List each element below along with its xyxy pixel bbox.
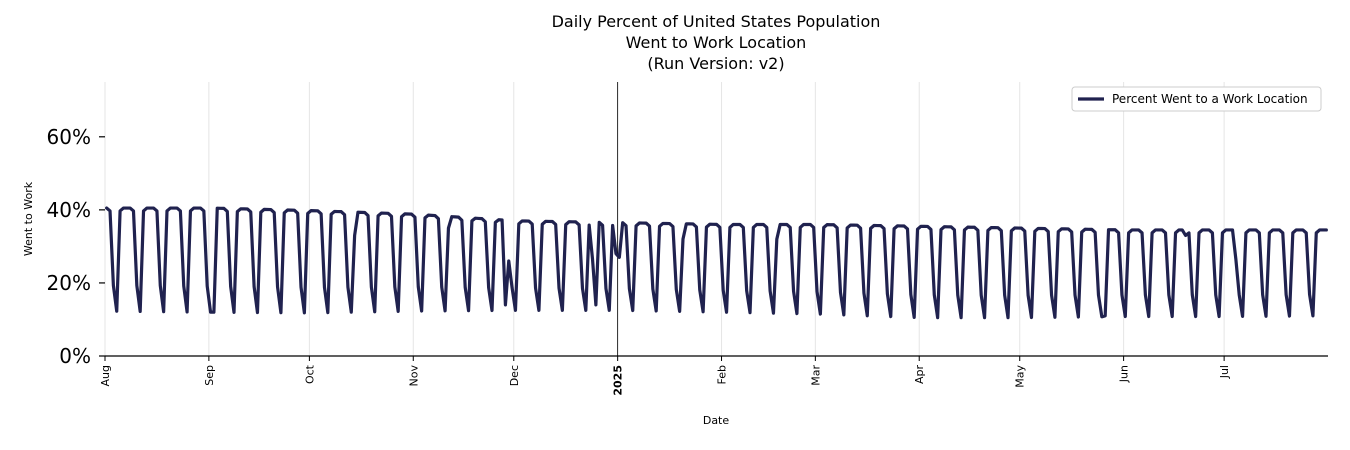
x-tick-label: Feb (716, 365, 729, 384)
x-tick-label: Sep (203, 365, 216, 386)
x-tick-label: May (1014, 365, 1027, 388)
legend-label: Percent Went to a Work Location (1112, 92, 1308, 106)
title-line-3: (Run Version: v2) (647, 54, 784, 73)
y-tick-label: 0% (59, 344, 91, 368)
legend-box (1071, 86, 1322, 112)
y-tick-label: 20% (47, 271, 91, 295)
x-tick-label: Jul (1218, 365, 1231, 379)
x-axis-label: Date (703, 414, 730, 427)
title-line-1: Daily Percent of United States Populatio… (552, 12, 881, 31)
y-axis-label: Went to Work (22, 181, 35, 256)
series-line (105, 206, 1328, 320)
x-tick-label: Nov (407, 365, 420, 387)
title-line-2: Went to Work Location (626, 33, 807, 52)
y-tick-label: 40% (47, 198, 91, 222)
x-tick-label: Jun (1118, 365, 1131, 383)
x-tick-label: Mar (809, 365, 822, 386)
x-tick-label: Dec (508, 365, 521, 386)
x-tick-label: Apr (913, 365, 926, 385)
chart-title: Daily Percent of United States Populatio… (552, 12, 881, 73)
x-tick-label: 2025 (612, 365, 625, 396)
legend: Percent Went to a Work Location (1071, 86, 1322, 112)
x-tick-label: Oct (303, 364, 316, 384)
x-axis: Aug Sep Oct Nov Dec 2025 Feb Mar Apr May Jun Jul (99, 355, 1328, 396)
y-tick-label: 60% (47, 125, 91, 149)
y-axis: 0% 20% 40% 60% (47, 125, 105, 368)
x-tick-label: Aug (99, 365, 112, 386)
